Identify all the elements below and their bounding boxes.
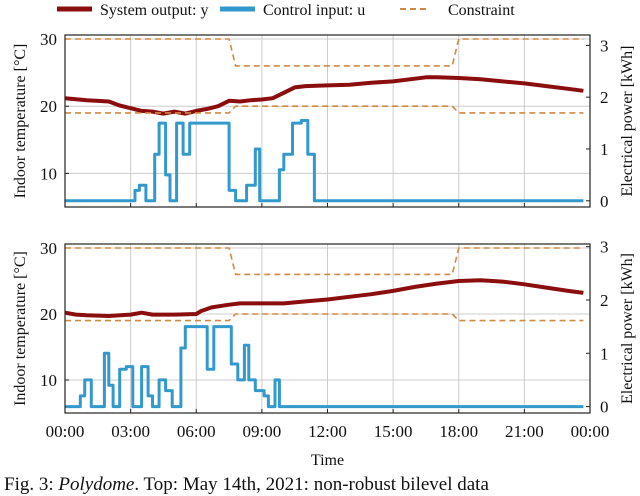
panel-bottom: 10 20 30 0 1 2 3 00:00 03:00 06:00 09:00 12:00 15:00… [12, 238, 636, 469]
caption-prefix: Fig. 3: [4, 474, 59, 495]
ytick-label: 20 [40, 97, 57, 116]
panel-top: 10 20 30 0 1 2 3 Indoor temperature [°C] Electri… [12, 30, 636, 211]
ytick-label: 10 [40, 164, 57, 183]
plot-frame [64, 34, 591, 208]
ytick-right-label: 1 [600, 140, 609, 159]
xtick-label: 18:00 [439, 422, 478, 441]
ytick-right-label: 2 [600, 291, 609, 310]
series-constraint-lower [65, 313, 584, 322]
legend: System output: y Control input: u Constrai… [57, 2, 515, 19]
ytick-right-label: 2 [600, 88, 609, 107]
xtick-label: 12:00 [308, 422, 347, 441]
series-constraint-lower [65, 105, 584, 114]
ytick-label: 10 [40, 371, 57, 390]
ytick-label: 20 [40, 305, 57, 324]
plot-frame [64, 243, 591, 414]
xtick-label: 00:00 [571, 422, 610, 441]
legend-label-1: Control input: u [263, 2, 365, 19]
xtick-label: 06:00 [177, 422, 216, 441]
series-constraint-upper [65, 38, 584, 67]
xtick-label: 09:00 [243, 422, 282, 441]
ytick-right-label: 3 [600, 238, 609, 257]
ytick-right-label: 1 [600, 344, 609, 363]
series-control-input-u [65, 119, 584, 203]
y-axis-label-left: Indoor temperature [°C] [12, 251, 29, 406]
ytick-right-label: 0 [600, 192, 609, 211]
ytick-right-label: 0 [600, 398, 609, 417]
y-axis-label-right: Electrical power [kWh] [619, 253, 636, 404]
xtick-label: 03:00 [111, 422, 150, 441]
caption-italic: Polydome [58, 474, 135, 495]
xtick-label: 00:00 [46, 422, 85, 441]
legend-label-0: System output: y [100, 2, 208, 19]
y-axis-label-right: Electrical power [kWh] [619, 45, 636, 196]
legend-label-2: Constraint [448, 2, 515, 19]
xtick-label: 21:00 [505, 422, 544, 441]
x-axis-label: Time [311, 452, 344, 469]
series-control-input-u [65, 325, 584, 409]
series-system-output-y [64, 75, 584, 116]
xtick-label: 15:00 [374, 422, 413, 441]
caption-rest: . Top: May 14th, 2021: non-robust bileve… [134, 474, 489, 495]
series-constraint-upper [65, 247, 584, 276]
ytick-label: 30 [40, 239, 57, 258]
y-axis-label-left: Indoor temperature [°C] [12, 44, 29, 199]
series-system-output-y [64, 278, 584, 318]
figure-caption: Fig. 3: Polydome. Top: May 14th, 2021: n… [4, 474, 489, 496]
ytick-label: 30 [40, 30, 57, 49]
ytick-right-label: 3 [600, 36, 609, 55]
